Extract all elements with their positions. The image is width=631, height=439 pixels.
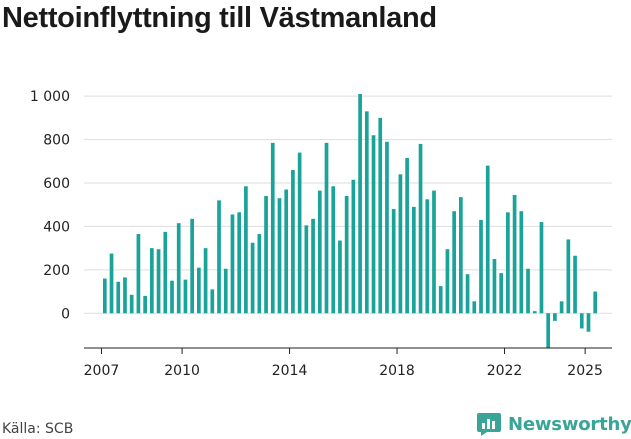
bar: [364, 111, 369, 314]
bar: [459, 197, 463, 314]
bar: [526, 268, 530, 314]
bar: [250, 242, 255, 314]
bar: [277, 198, 282, 314]
bar: [559, 301, 564, 314]
bar: [532, 311, 537, 314]
x-tick-label: 2014: [272, 363, 308, 379]
bar: [506, 212, 510, 314]
bar: [586, 313, 591, 332]
bar: [338, 240, 342, 314]
x-tick-label: 2025: [567, 363, 603, 379]
bar: [304, 225, 309, 314]
bar: [579, 313, 584, 329]
bar: [546, 313, 551, 348]
y-tick-label: 1 000: [30, 89, 70, 105]
bar: [170, 280, 174, 314]
y-tick-label: 200: [43, 263, 70, 279]
bar: [418, 143, 423, 314]
bar: [539, 222, 544, 314]
bar: [203, 248, 208, 314]
tick-labels: 0 200 400 600 800 1 000 2007 2010 2014 2018 2022 20…: [30, 89, 603, 379]
bar: [344, 196, 349, 314]
bar: [311, 218, 315, 314]
bar: [190, 218, 194, 314]
bar: [519, 211, 524, 314]
newsworthy-logo-icon: [477, 413, 501, 436]
bar: [398, 174, 403, 314]
bar: [116, 281, 121, 314]
x-tick-label: 2010: [164, 363, 200, 379]
bar: [270, 142, 275, 314]
bars: [102, 94, 598, 348]
bar: [129, 294, 134, 314]
x-tick-label: 2018: [379, 363, 415, 379]
bar: [445, 249, 450, 314]
bar: [237, 212, 242, 314]
bar: [425, 199, 430, 314]
bar: [593, 291, 598, 314]
bar: [197, 267, 201, 314]
bar: [176, 223, 181, 314]
bar: [432, 190, 436, 314]
bar: [358, 94, 362, 314]
bar: [391, 209, 396, 314]
x-tick-label: 2007: [84, 363, 120, 379]
y-tick-label: 800: [43, 133, 70, 149]
bar: [317, 190, 322, 314]
bar: [223, 268, 228, 314]
bar: [553, 313, 557, 321]
bar: [123, 277, 127, 314]
bar: [156, 249, 161, 314]
bar: [499, 273, 504, 314]
bar: [163, 231, 168, 314]
brand[interactable]: Newsworthy: [476, 411, 631, 437]
bar: [472, 301, 477, 314]
bar: [264, 196, 268, 314]
bar: [210, 289, 215, 314]
bar: [465, 274, 470, 314]
bar: [230, 214, 235, 314]
bar: [102, 278, 107, 314]
bar: [297, 152, 302, 314]
bar: [411, 206, 416, 314]
bar: [331, 186, 336, 314]
bar: [324, 142, 329, 314]
bar: [438, 286, 443, 314]
bar: [573, 255, 577, 314]
bar: [385, 141, 389, 314]
bar: [512, 194, 517, 314]
bar: [371, 135, 376, 314]
bar: [405, 158, 409, 314]
y-tick-label: 600: [43, 176, 70, 192]
bar: [217, 200, 221, 314]
bar: [257, 234, 262, 314]
source-note: Källa: SCB: [2, 421, 74, 437]
bar: [150, 248, 154, 314]
bar: [183, 279, 188, 314]
x-axis: [84, 347, 612, 354]
bar: [566, 239, 571, 314]
bar: [136, 234, 141, 314]
bar: [479, 219, 483, 314]
y-tick-label: 0: [61, 306, 70, 322]
bar: [492, 258, 497, 314]
bar: [351, 179, 356, 314]
bar: [244, 186, 248, 314]
x-tick-label: 2022: [487, 363, 523, 379]
brand-name: Newsworthy: [508, 413, 631, 435]
bar: [284, 189, 289, 314]
bar: [291, 169, 295, 314]
chart-title: Nettoinflyttning till Västmanland: [2, 2, 437, 34]
bar: [109, 253, 114, 314]
bar: [378, 117, 383, 314]
bar: [452, 211, 456, 314]
bar: [485, 165, 490, 314]
y-tick-label: 400: [43, 219, 70, 235]
bar: [143, 295, 147, 314]
